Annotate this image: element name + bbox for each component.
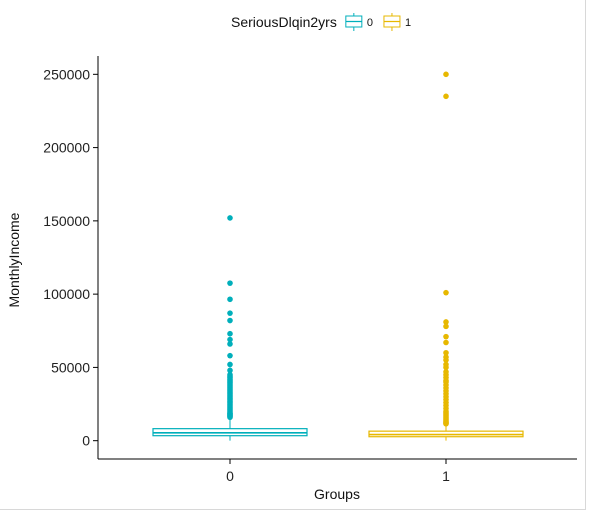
outlier-point: [227, 215, 233, 221]
outlier-point: [443, 339, 449, 346]
outlier-point: [227, 367, 233, 374]
outlier-point: [443, 364, 449, 371]
y-tick-label: 150000: [43, 213, 90, 229]
outlier-point: [227, 336, 233, 343]
legend-key-box-icon: [383, 13, 401, 31]
y-tick-label: 100000: [43, 286, 90, 302]
outlier-point: [443, 289, 449, 296]
outlier-point: [227, 330, 233, 337]
legend-key-box-icon: [345, 13, 363, 31]
legend: SeriousDlqin2yrs 0 1: [231, 13, 411, 31]
outlier-point: [227, 341, 233, 347]
y-tick-label: 50000: [51, 359, 90, 375]
box-group-0: [152, 215, 308, 441]
box-group-1: [368, 71, 524, 441]
legend-item-label: 1: [405, 17, 411, 29]
legend-item-1: 1: [383, 13, 411, 31]
boxes: [152, 71, 524, 441]
y-tick-label: 200000: [43, 140, 90, 156]
outlier-point: [227, 296, 233, 303]
outlier-point: [443, 323, 449, 330]
outlier-point: [227, 317, 233, 324]
x-tick-label: 1: [442, 468, 450, 484]
y-axis-title: MonthlyIncome: [6, 212, 22, 307]
outlier-point: [443, 71, 449, 78]
outlier-point: [227, 280, 233, 286]
outlier-point: [443, 357, 449, 363]
outlier-point: [443, 421, 449, 427]
outlier-point: [227, 352, 233, 359]
outlier-point: [227, 361, 233, 368]
legend-item-label: 0: [367, 17, 373, 29]
outlier-point: [443, 333, 449, 340]
outlier-point: [227, 414, 233, 421]
outlier-point: [227, 310, 233, 316]
legend-title: SeriousDlqin2yrs: [231, 14, 337, 30]
outlier-point: [443, 93, 449, 100]
outlier-point: [443, 349, 449, 356]
legend-item-0: 0: [345, 13, 373, 31]
y-ticks: 0 50000 100000 150000 200000 250000: [43, 66, 98, 449]
x-tick-label: 0: [226, 468, 234, 484]
x-axis-title: Groups: [314, 486, 360, 502]
y-tick-label: 0: [82, 433, 90, 449]
y-tick-label: 250000: [43, 66, 90, 82]
outlier-point: [443, 319, 449, 325]
